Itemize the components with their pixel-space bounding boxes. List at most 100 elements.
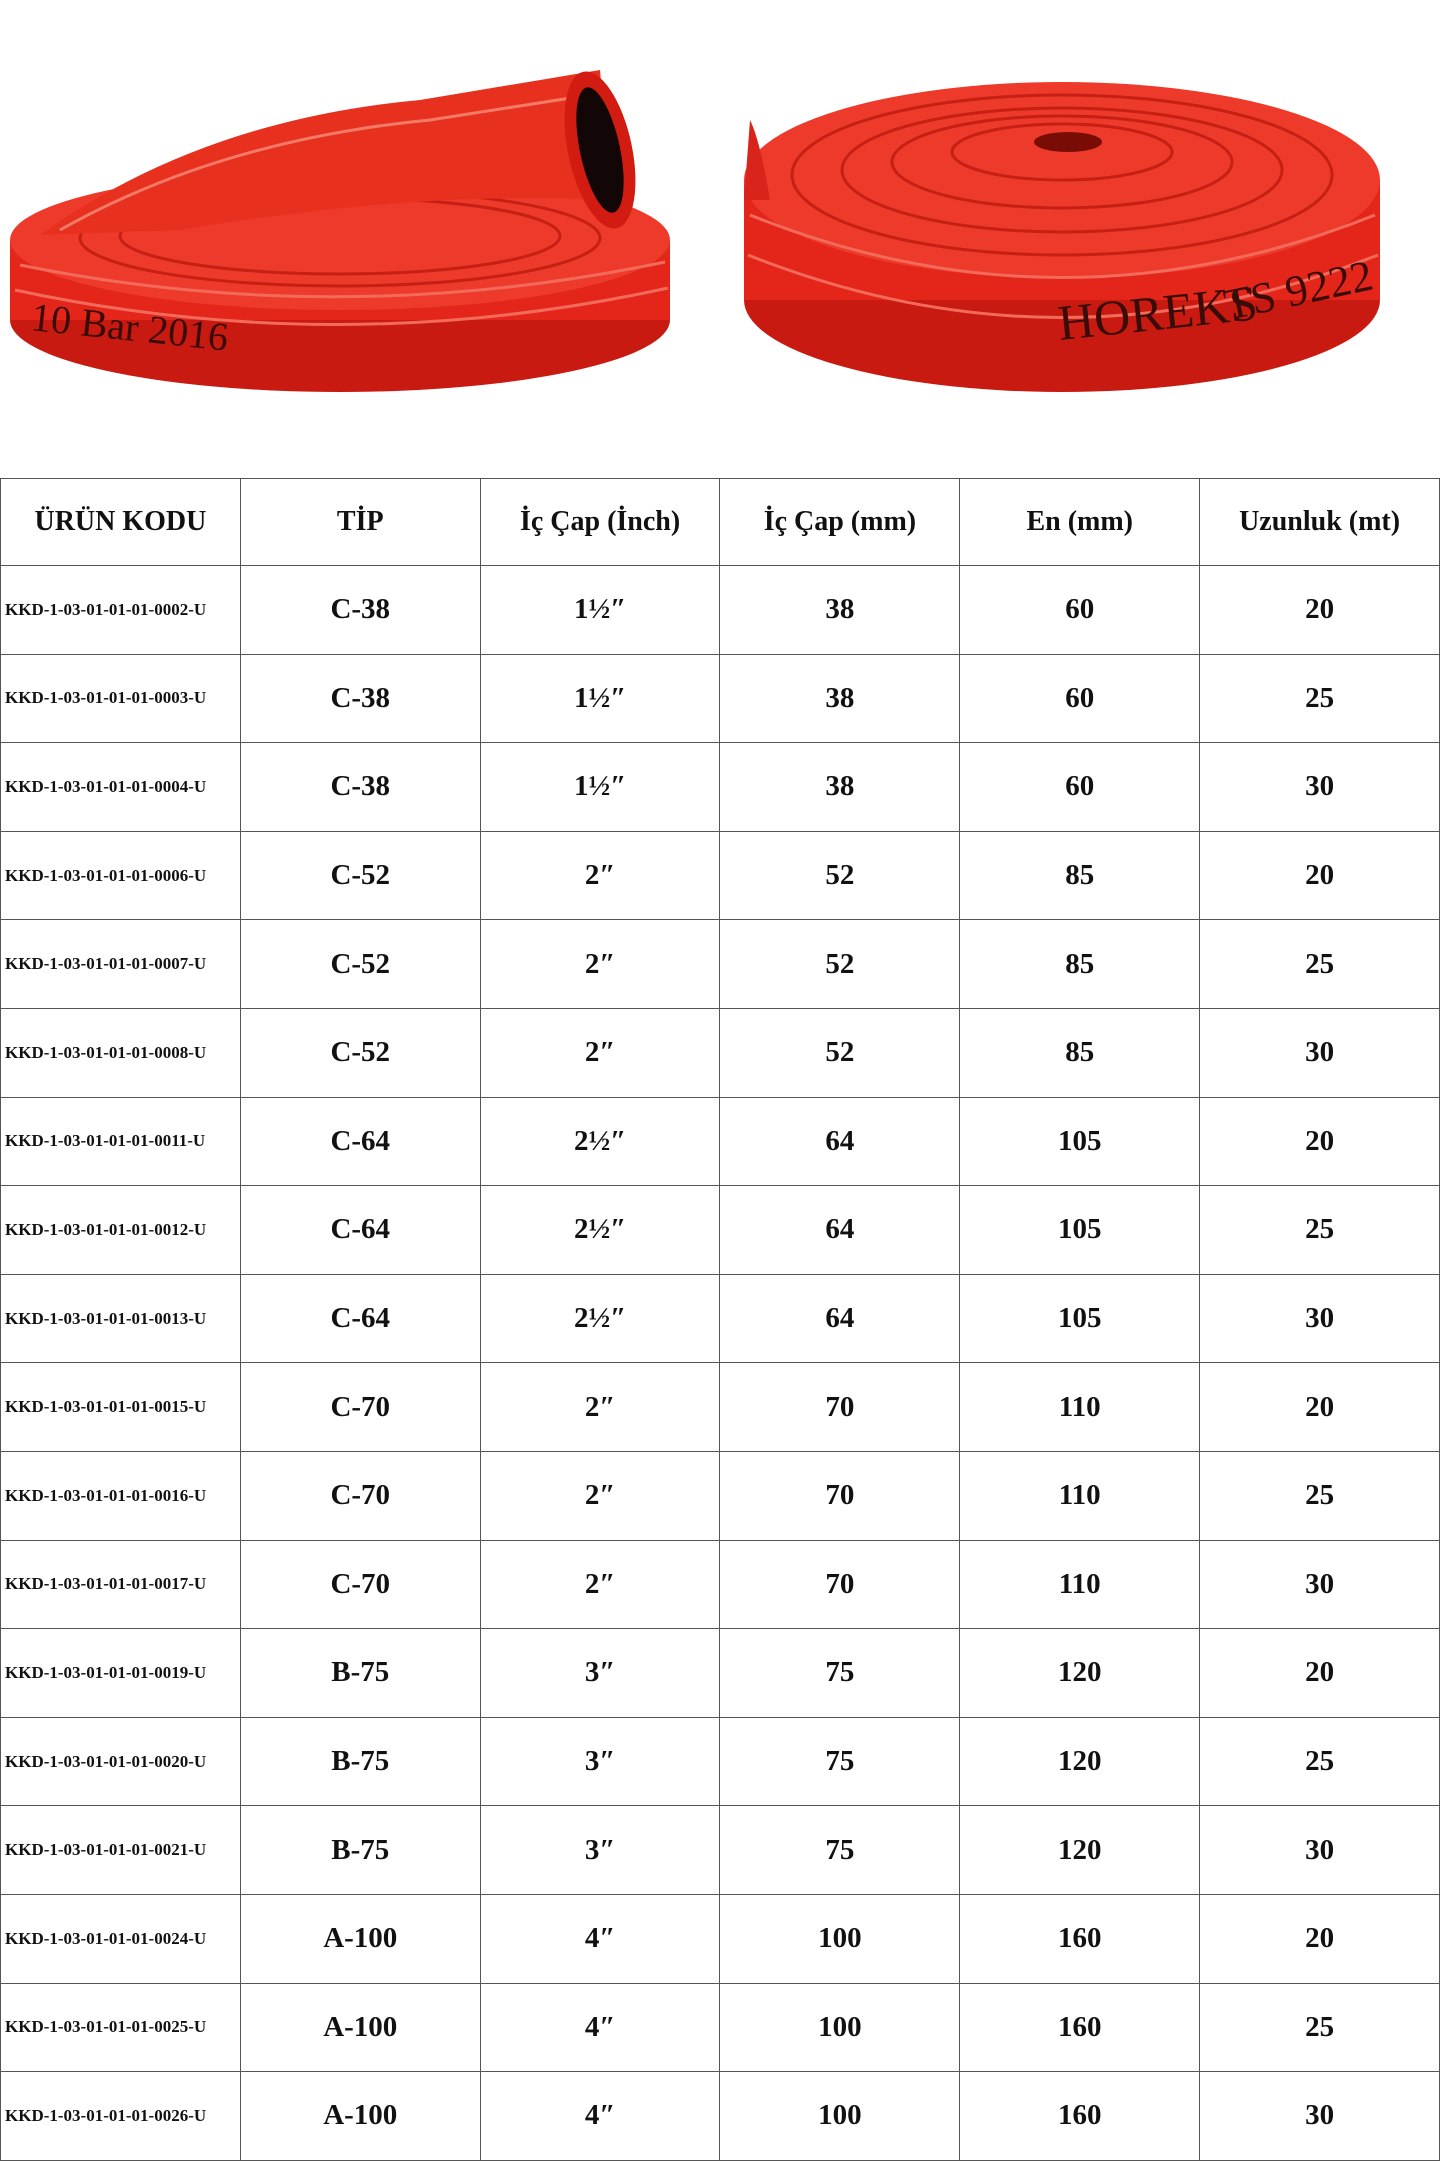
table-cell: 110 bbox=[959, 1539, 1201, 1630]
table-cell: C-70 bbox=[239, 1450, 481, 1541]
table-cell: A-100 bbox=[239, 2071, 481, 2161]
table-cell: 75 bbox=[719, 1805, 961, 1895]
table-cell: C-64 bbox=[239, 1185, 481, 1275]
table-cell: 20 bbox=[1199, 1628, 1440, 1718]
table-cell: 20 bbox=[1199, 830, 1440, 921]
product-code: KKD-1-03-01-01-01-0020-U bbox=[0, 1716, 241, 1807]
table-cell: 20 bbox=[1199, 1362, 1440, 1452]
table-cell: 64 bbox=[719, 1185, 961, 1275]
column-header: İç Çap (İnch) bbox=[479, 478, 721, 566]
table-cell: 38 bbox=[719, 742, 961, 832]
table-cell: 30 bbox=[1199, 1273, 1440, 1364]
table-cell: 25 bbox=[1199, 1185, 1440, 1275]
table-cell: C-52 bbox=[239, 830, 481, 921]
table-cell: C-70 bbox=[239, 1539, 481, 1630]
product-code: KKD-1-03-01-01-01-0011-U bbox=[0, 1096, 241, 1187]
table-cell: 3″ bbox=[479, 1716, 721, 1807]
hose-photo-right: HOREKS TS 9222 bbox=[744, 82, 1380, 392]
table-row: KKD-1-03-01-01-01-0004-U C-38 1½″ 38 60 30 bbox=[0, 742, 1440, 832]
table-cell: 70 bbox=[719, 1539, 961, 1630]
table-cell: 100 bbox=[719, 2071, 961, 2161]
table-cell: 160 bbox=[959, 1893, 1201, 1984]
table-cell: C-38 bbox=[239, 653, 481, 744]
table-cell: 1½″ bbox=[479, 565, 721, 655]
table-cell: 3″ bbox=[479, 1805, 721, 1895]
product-code: KKD-1-03-01-01-01-0006-U bbox=[0, 830, 241, 921]
product-code: KKD-1-03-01-01-01-0004-U bbox=[0, 742, 241, 832]
table-cell: A-100 bbox=[239, 1982, 481, 2073]
table-cell: 2″ bbox=[479, 919, 721, 1009]
table-cell: 105 bbox=[959, 1096, 1201, 1187]
table-cell: A-100 bbox=[239, 1893, 481, 1984]
table-cell: 30 bbox=[1199, 742, 1440, 832]
table-row: KKD-1-03-01-01-01-0019-U B-75 3″ 75 120 20 bbox=[0, 1628, 1440, 1718]
table-row: KKD-1-03-01-01-01-0013-U C-64 2½″ 64 105 30 bbox=[0, 1273, 1440, 1364]
header-row: ÜRÜN KODU TİP İç Çap (İnch) İç Çap (mm) En (… bbox=[0, 478, 1440, 566]
table-cell: 64 bbox=[719, 1273, 961, 1364]
table-cell: 105 bbox=[959, 1273, 1201, 1364]
table-cell: 25 bbox=[1199, 1716, 1440, 1807]
table-cell: 110 bbox=[959, 1450, 1201, 1541]
product-code: KKD-1-03-01-01-01-0019-U bbox=[0, 1628, 241, 1718]
table-cell: C-64 bbox=[239, 1096, 481, 1187]
table-cell: 85 bbox=[959, 1007, 1201, 1098]
table-row: KKD-1-03-01-01-01-0015-U C-70 2″ 70 110 20 bbox=[0, 1362, 1440, 1452]
table-cell: 30 bbox=[1199, 2071, 1440, 2161]
table-cell: 2½″ bbox=[479, 1096, 721, 1187]
table-cell: 2″ bbox=[479, 1450, 721, 1541]
product-photos: 10 Bar 2016 HOREKS TS 9222 bbox=[10, 70, 1380, 392]
table-row: KKD-1-03-01-01-01-0007-U C-52 2″ 52 85 25 bbox=[0, 919, 1440, 1009]
table-cell: C-64 bbox=[239, 1273, 481, 1364]
table-row: KKD-1-03-01-01-01-0017-U C-70 2″ 70 110 30 bbox=[0, 1539, 1440, 1630]
table-cell: B-75 bbox=[239, 1716, 481, 1807]
table-cell: 70 bbox=[719, 1450, 961, 1541]
table-row: KKD-1-03-01-01-01-0026-U A-100 4″ 100 160 30 bbox=[0, 2071, 1440, 2161]
table-cell: 60 bbox=[959, 565, 1201, 655]
table-cell: 20 bbox=[1199, 1096, 1440, 1187]
table-cell: 160 bbox=[959, 2071, 1201, 2161]
product-code: KKD-1-03-01-01-01-0008-U bbox=[0, 1007, 241, 1098]
table-cell: 70 bbox=[719, 1362, 961, 1452]
table-cell: 3″ bbox=[479, 1628, 721, 1718]
table-cell: 52 bbox=[719, 919, 961, 1009]
product-code: KKD-1-03-01-01-01-0024-U bbox=[0, 1893, 241, 1984]
table-row: KKD-1-03-01-01-01-0011-U C-64 2½″ 64 105 20 bbox=[0, 1096, 1440, 1187]
product-code: KKD-1-03-01-01-01-0021-U bbox=[0, 1805, 241, 1895]
table-cell: 120 bbox=[959, 1628, 1201, 1718]
table-cell: 110 bbox=[959, 1362, 1201, 1452]
column-header: TİP bbox=[239, 478, 481, 566]
table-cell: 160 bbox=[959, 1982, 1201, 2073]
table-cell: C-70 bbox=[239, 1362, 481, 1452]
table-cell: 20 bbox=[1199, 1893, 1440, 1984]
table-row: KKD-1-03-01-01-01-0002-U C-38 1½″ 38 60 20 bbox=[0, 565, 1440, 655]
table-cell: 100 bbox=[719, 1982, 961, 2073]
table-cell: 2½″ bbox=[479, 1185, 721, 1275]
table-cell: 85 bbox=[959, 919, 1201, 1009]
table-cell: 52 bbox=[719, 830, 961, 921]
table-cell: 1½″ bbox=[479, 742, 721, 832]
table-cell: 4″ bbox=[479, 1982, 721, 2073]
table-cell: 4″ bbox=[479, 1893, 721, 1984]
table-cell: 120 bbox=[959, 1716, 1201, 1807]
table-cell: 60 bbox=[959, 742, 1201, 832]
column-header: ÜRÜN KODU bbox=[0, 478, 241, 566]
table-row: KKD-1-03-01-01-01-0003-U C-38 1½″ 38 60 25 bbox=[0, 653, 1440, 744]
product-code: KKD-1-03-01-01-01-0003-U bbox=[0, 653, 241, 744]
table-cell: 2½″ bbox=[479, 1273, 721, 1364]
table-cell: 120 bbox=[959, 1805, 1201, 1895]
table-cell: 4″ bbox=[479, 2071, 721, 2161]
table-cell: 52 bbox=[719, 1007, 961, 1098]
table-body: KKD-1-03-01-01-01-0002-U C-38 1½″ 38 60 20 KKD… bbox=[0, 565, 1440, 2161]
table-cell: C-52 bbox=[239, 919, 481, 1009]
product-code: KKD-1-03-01-01-01-0002-U bbox=[0, 565, 241, 655]
product-code: KKD-1-03-01-01-01-0013-U bbox=[0, 1273, 241, 1364]
table-row: KKD-1-03-01-01-01-0016-U C-70 2″ 70 110 25 bbox=[0, 1450, 1440, 1541]
product-code: KKD-1-03-01-01-01-0026-U bbox=[0, 2071, 241, 2161]
product-code: KKD-1-03-01-01-01-0016-U bbox=[0, 1450, 241, 1541]
product-code: KKD-1-03-01-01-01-0012-U bbox=[0, 1185, 241, 1275]
table-cell: C-52 bbox=[239, 1007, 481, 1098]
hose-photo-left: 10 Bar 2016 bbox=[10, 70, 670, 392]
table-cell: 2″ bbox=[479, 1539, 721, 1630]
table-cell: C-38 bbox=[239, 742, 481, 832]
